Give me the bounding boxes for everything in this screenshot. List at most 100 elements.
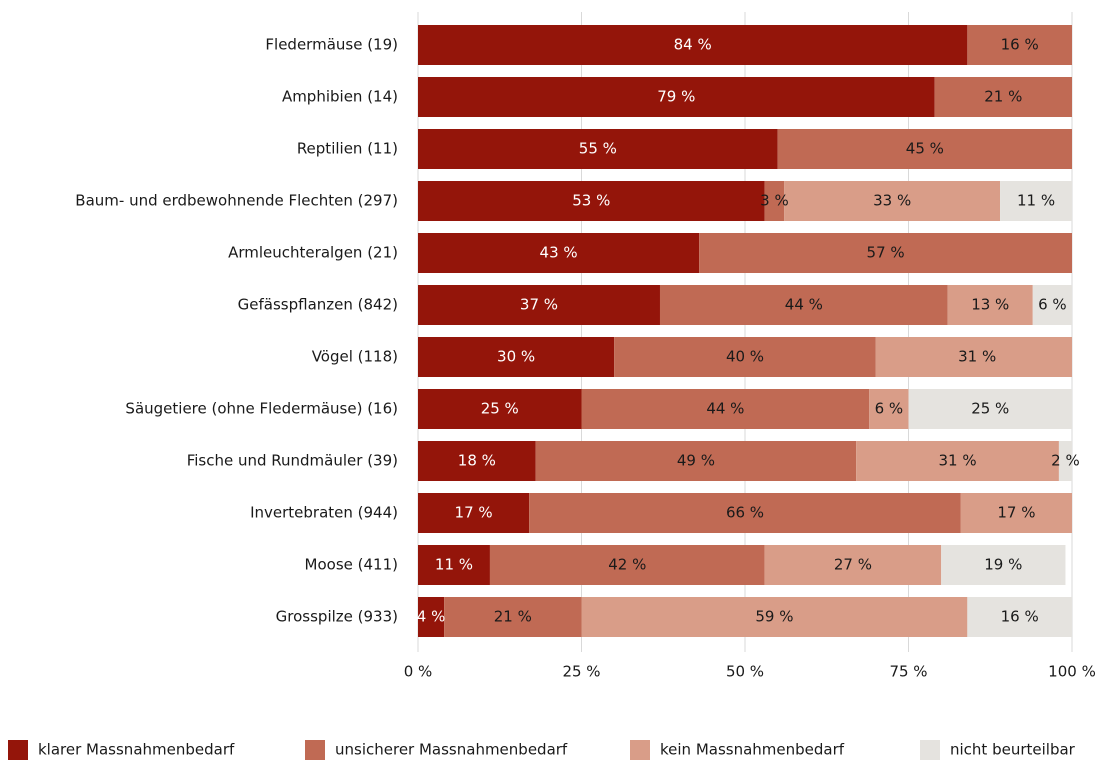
legend-swatch (630, 740, 650, 760)
bar-segment (764, 181, 785, 221)
y-tick-label: Armleuchteralgen (21) (228, 244, 398, 262)
bar-segment (967, 597, 1072, 637)
y-tick-label: Gefässpflanzen (842) (238, 296, 398, 314)
value-label: 21 % (494, 608, 532, 626)
bar-segment (581, 597, 968, 637)
bar-segment (418, 389, 582, 429)
y-tick-label: Vögel (118) (312, 348, 398, 366)
bar-segment (444, 597, 582, 637)
bar-segment (960, 493, 1072, 533)
value-label: 19 % (984, 556, 1022, 574)
value-label: 11 % (1017, 192, 1055, 210)
bar-segment (777, 129, 1072, 169)
bar-segment (967, 25, 1072, 65)
bar-segment (418, 493, 530, 533)
value-label: 57 % (867, 244, 905, 262)
value-label: 2 % (1051, 452, 1080, 470)
value-label: 13 % (971, 296, 1009, 314)
bar-segment (418, 597, 445, 637)
bar-segment (418, 337, 615, 377)
value-label: 18 % (458, 452, 496, 470)
value-label: 55 % (579, 140, 617, 158)
y-tick-label: Reptilien (11) (297, 140, 398, 158)
value-label: 40 % (726, 348, 764, 366)
legend-swatch (8, 740, 28, 760)
value-label: 25 % (971, 400, 1009, 418)
bar-segment (418, 285, 660, 325)
bar-segment (581, 389, 870, 429)
value-label: 16 % (1001, 36, 1039, 54)
bar-segment (418, 25, 968, 65)
bar-segment (784, 181, 1001, 221)
value-label: 6 % (1038, 296, 1067, 314)
bar-segment (1058, 441, 1072, 481)
value-label: 17 % (997, 504, 1035, 522)
bar-segment (529, 493, 961, 533)
bar-segment (418, 545, 490, 585)
value-label: 33 % (873, 192, 911, 210)
value-label: 45 % (906, 140, 944, 158)
value-label: 27 % (834, 556, 872, 574)
bar-segment (856, 441, 1059, 481)
x-tick-label: 25 % (562, 663, 600, 681)
bar-segment (489, 545, 765, 585)
bar-segment (1000, 181, 1072, 221)
y-tick-label: Fische und Rundmäuler (39) (187, 452, 398, 470)
bar-segment (418, 181, 765, 221)
value-label: 3 % (760, 192, 789, 210)
value-label: 66 % (726, 504, 764, 522)
value-label: 42 % (608, 556, 646, 574)
bar-segment (875, 337, 1072, 377)
x-tick-label: 100 % (1048, 663, 1096, 681)
value-label: 21 % (984, 88, 1022, 106)
value-label: 43 % (540, 244, 578, 262)
y-tick-label: Fledermäuse (19) (265, 36, 398, 54)
bars (418, 25, 1072, 637)
value-label: 84 % (674, 36, 712, 54)
bar-segment (535, 441, 857, 481)
bar-segment (869, 389, 909, 429)
value-label: 37 % (520, 296, 558, 314)
value-label: 31 % (938, 452, 976, 470)
value-label: 11 % (435, 556, 473, 574)
bar-segment (699, 233, 1072, 273)
legend-label: kein Massnahmenbedarf (660, 741, 845, 759)
bar-segment (418, 129, 778, 169)
x-tick-label: 50 % (726, 663, 764, 681)
x-tick-label: 75 % (889, 663, 927, 681)
value-label: 59 % (755, 608, 793, 626)
legend-swatch (305, 740, 325, 760)
bar-segment (1032, 285, 1072, 325)
legend-swatch (920, 740, 940, 760)
value-label: 79 % (657, 88, 695, 106)
value-label: 49 % (677, 452, 715, 470)
bar-segment (659, 285, 948, 325)
value-label: 44 % (706, 400, 744, 418)
bar-segment (941, 545, 1066, 585)
bar-segment (764, 545, 942, 585)
y-tick-label: Grosspilze (933) (276, 608, 398, 626)
value-label: 4 % (417, 608, 446, 626)
value-label: 16 % (1001, 608, 1039, 626)
value-label: 6 % (875, 400, 904, 418)
legend-label: unsicherer Massnahmenbedarf (335, 741, 568, 759)
bar-segment (934, 77, 1072, 117)
bar-segment (418, 441, 536, 481)
value-label: 30 % (497, 348, 535, 366)
value-label: 53 % (572, 192, 610, 210)
y-tick-label: Säugetiere (ohne Fledermäuse) (16) (125, 400, 398, 418)
value-label: 31 % (958, 348, 996, 366)
value-label: 44 % (785, 296, 823, 314)
legend-label: klarer Massnahmenbedarf (38, 741, 235, 759)
bar-segment (418, 233, 700, 273)
bar-segment (614, 337, 876, 377)
y-tick-label: Amphibien (14) (282, 88, 398, 106)
value-label: 25 % (481, 400, 519, 418)
bar-segment (418, 77, 935, 117)
y-tick-label: Baum- und erdbewohnende Flechten (297) (75, 192, 398, 210)
bar-segment (908, 389, 1072, 429)
value-label: 17 % (455, 504, 493, 522)
y-tick-label: Invertebraten (944) (250, 504, 398, 522)
x-tick-label: 0 % (404, 663, 433, 681)
